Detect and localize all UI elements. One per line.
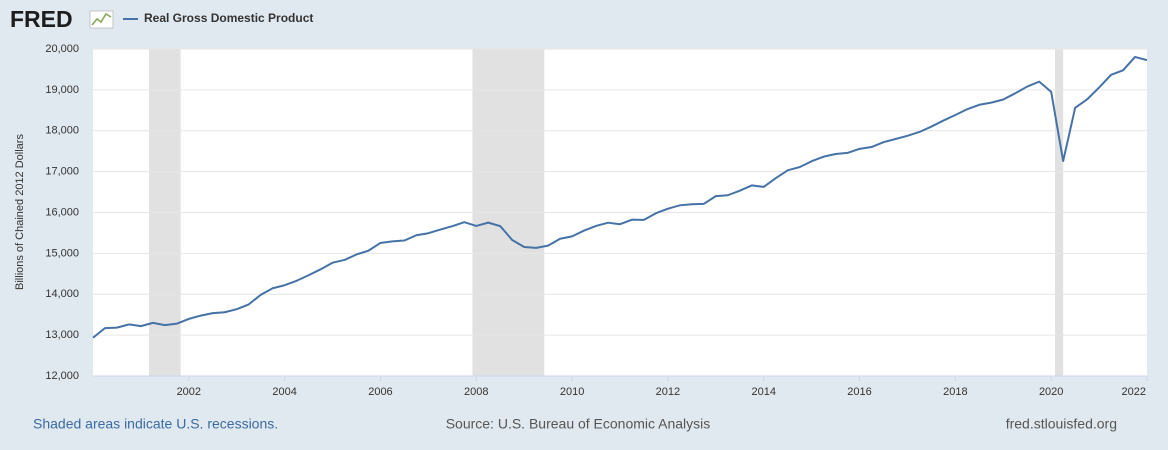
logo[interactable]: FRED [10, 6, 73, 32]
y-tick-label: 14,000 [45, 288, 79, 300]
y-tick-label: 18,000 [45, 125, 79, 137]
x-tick-label: 2022 [1122, 386, 1146, 398]
x-tick-label: 2020 [1039, 386, 1063, 398]
y-tick-label: 13,000 [45, 329, 79, 341]
x-tick-label: 2006 [368, 386, 392, 398]
x-tick-label: 2016 [847, 386, 871, 398]
x-tick-label: 2012 [656, 386, 680, 398]
x-tick-label: 2002 [177, 386, 201, 398]
y-tick-label: 17,000 [45, 166, 79, 178]
x-tick-label: 2014 [751, 386, 775, 398]
source: Source: U.S. Bureau of Economic Analysis [446, 416, 711, 432]
y-tick-label: 15,000 [45, 247, 79, 259]
logo-icon [89, 10, 114, 29]
y-tick-label: 12,000 [45, 370, 79, 382]
y-tick-label: 16,000 [45, 206, 79, 218]
legend-label[interactable]: Real Gross Domestic Product [144, 11, 313, 25]
recession-note[interactable]: Shaded areas indicate U.S. recessions. [33, 416, 278, 432]
data-line [92, 55, 1148, 339]
y-tick-label: 20,000 [45, 43, 79, 55]
x-tick-label: 2010 [560, 386, 584, 398]
x-tick-label: 2008 [464, 386, 488, 398]
y-tick-label: 19,000 [45, 84, 79, 96]
x-tick-label: 2018 [943, 386, 967, 398]
site-link[interactable]: fred.stlouisfed.org [1006, 416, 1117, 432]
x-tick-label: 2004 [272, 386, 296, 398]
y-axis-label: Billions of Chained 2012 Dollars [14, 134, 26, 290]
